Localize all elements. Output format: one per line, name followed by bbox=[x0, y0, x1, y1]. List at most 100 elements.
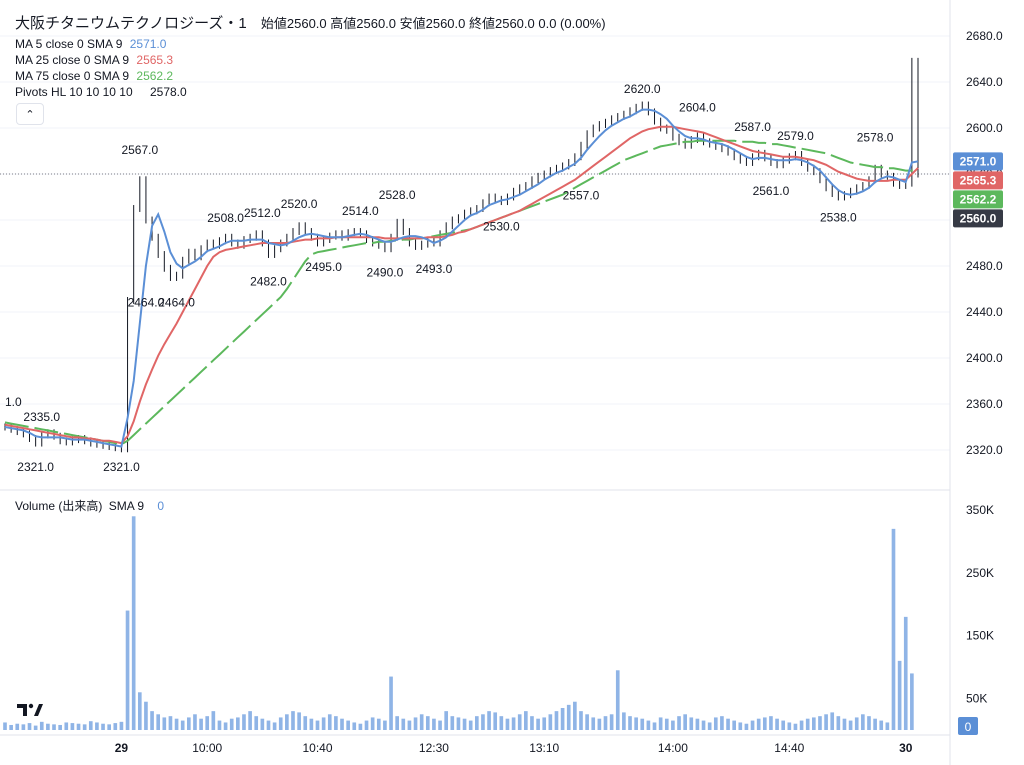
volume-bar bbox=[266, 720, 271, 730]
volume-bar bbox=[891, 528, 896, 730]
legend-ma25[interactable]: MA 25 close 0 SMA 9 2565.3 bbox=[15, 52, 177, 68]
pivot-label: 2321.0 bbox=[17, 460, 54, 474]
volume-bar bbox=[848, 720, 853, 730]
volume-bar bbox=[781, 720, 786, 730]
volume-bar bbox=[193, 714, 197, 730]
volume-bar bbox=[211, 711, 216, 730]
legend-label: MA 5 close 0 SMA 9 bbox=[15, 37, 123, 51]
volume-bar bbox=[303, 716, 308, 730]
pivot-label: 2538.0 bbox=[820, 210, 857, 224]
volume-bar bbox=[107, 724, 111, 730]
volume-bar bbox=[346, 720, 350, 730]
volume-bar bbox=[468, 720, 473, 730]
legend-sma: SMA 9 bbox=[108, 499, 145, 513]
volume-bar bbox=[174, 718, 179, 730]
volume-bar bbox=[517, 714, 522, 730]
price-tick-label: 2320.0 bbox=[966, 443, 1003, 457]
legend-volume[interactable]: Volume (出来高) SMA 9 0 bbox=[15, 497, 164, 514]
chart-title: 大阪チタニウムテクノロジーズ・1 始値2560.0 高値2560.0 安値256… bbox=[15, 12, 606, 33]
tradingview-logo-icon[interactable] bbox=[12, 695, 48, 723]
pivot-label: 2514.0 bbox=[342, 204, 379, 218]
volume-badge-label: 0 bbox=[965, 720, 972, 734]
volume-bar bbox=[64, 722, 69, 730]
volume-bar bbox=[609, 714, 614, 730]
volume-bar bbox=[542, 717, 547, 730]
legend-value: 2565.3 bbox=[136, 53, 174, 67]
volume-bar bbox=[867, 716, 871, 730]
price-tick-label: 2600.0 bbox=[966, 121, 1003, 135]
pivot-label: 2493.0 bbox=[416, 262, 453, 276]
legend-value: 2571.0 bbox=[129, 37, 167, 51]
volume-bar bbox=[775, 718, 779, 730]
volume-bar bbox=[242, 714, 246, 730]
volume-bar bbox=[144, 701, 148, 730]
legend-ma5[interactable]: MA 5 close 0 SMA 9 2571.0 bbox=[15, 36, 170, 52]
volume-bar bbox=[15, 723, 20, 730]
volume-bar bbox=[726, 718, 730, 730]
volume-bar bbox=[861, 714, 865, 730]
time-tick-label: 14:40 bbox=[774, 741, 804, 755]
volume-bar bbox=[573, 701, 577, 730]
pivot-label: 2495.0 bbox=[305, 260, 342, 274]
legend-label: MA 75 close 0 SMA 9 bbox=[15, 69, 130, 83]
volume-bar bbox=[95, 722, 99, 730]
price-tick-label: 2680.0 bbox=[966, 29, 1003, 43]
volume-bars bbox=[3, 516, 914, 730]
volume-bar bbox=[137, 692, 142, 730]
pivot-label: 2587.0 bbox=[734, 120, 771, 134]
legend-label: Volume (出来高) bbox=[15, 499, 103, 513]
volume-axis[interactable]: 350K 250K 150K 50K bbox=[966, 503, 994, 706]
pivot-label: 1.0 bbox=[5, 395, 22, 409]
volume-bar bbox=[524, 711, 528, 730]
volume-bar bbox=[530, 716, 534, 730]
volume-bar bbox=[615, 670, 620, 730]
collapse-legend-button[interactable]: ⌃ bbox=[16, 103, 44, 125]
volume-tick-label: 350K bbox=[966, 503, 994, 517]
time-tick-label: 10:40 bbox=[302, 741, 332, 755]
volume-bar bbox=[450, 716, 455, 730]
price-badge-label: 2565.3 bbox=[960, 173, 997, 187]
volume-tick-label: 50K bbox=[966, 692, 987, 706]
price-badge-label: 2571.0 bbox=[960, 154, 997, 168]
legend-label: Pivots HL 10 10 10 10 bbox=[15, 85, 133, 99]
time-tick-label: 14:00 bbox=[658, 741, 688, 755]
volume-bar bbox=[168, 716, 173, 730]
volume-bar bbox=[401, 718, 406, 730]
volume-bar bbox=[487, 711, 491, 730]
volume-bar bbox=[180, 720, 185, 730]
volume-bar bbox=[738, 722, 743, 730]
volume-bar bbox=[223, 722, 228, 730]
price-axis[interactable]: 2680.02640.02600.02560.02520.02480.02440… bbox=[966, 29, 1003, 457]
volume-bar bbox=[291, 711, 295, 730]
volume-bar bbox=[830, 712, 835, 730]
volume-bar bbox=[744, 723, 749, 730]
volume-bar bbox=[481, 714, 485, 730]
chevron-up-icon: ⌃ bbox=[25, 108, 35, 121]
volume-bar bbox=[383, 720, 387, 730]
volume-bar bbox=[579, 711, 583, 730]
volume-bar bbox=[560, 708, 565, 730]
volume-bar bbox=[76, 723, 81, 730]
volume-bar bbox=[499, 716, 504, 730]
volume-bar bbox=[548, 714, 553, 730]
volume-bar bbox=[885, 722, 890, 730]
volume-bar bbox=[854, 717, 859, 730]
volume-bar bbox=[628, 716, 632, 730]
symbol-name[interactable]: 大阪チタニウムテクノロジーズ・1 bbox=[15, 15, 247, 32]
volume-bar bbox=[474, 716, 479, 730]
legend-value: 0 bbox=[157, 499, 165, 513]
pivot-label: 2508.0 bbox=[207, 211, 244, 225]
price-badge bbox=[953, 152, 1003, 171]
legend-ma75[interactable]: MA 75 close 0 SMA 9 2562.2 bbox=[15, 68, 177, 84]
volume-bar bbox=[787, 722, 792, 730]
volume-bar bbox=[646, 720, 651, 730]
legend-pivots[interactable]: Pivots HL 10 10 10 10 2578.0 bbox=[15, 84, 191, 100]
pivot-label: 2464.0 bbox=[158, 295, 195, 309]
time-axis[interactable]: 29 10:00 10:40 12:30 13:10 14:00 14:40 30 bbox=[115, 741, 913, 755]
volume-bar bbox=[824, 714, 828, 730]
volume-bar bbox=[805, 718, 810, 730]
volume-bar bbox=[701, 720, 706, 730]
volume-bar bbox=[217, 720, 222, 730]
